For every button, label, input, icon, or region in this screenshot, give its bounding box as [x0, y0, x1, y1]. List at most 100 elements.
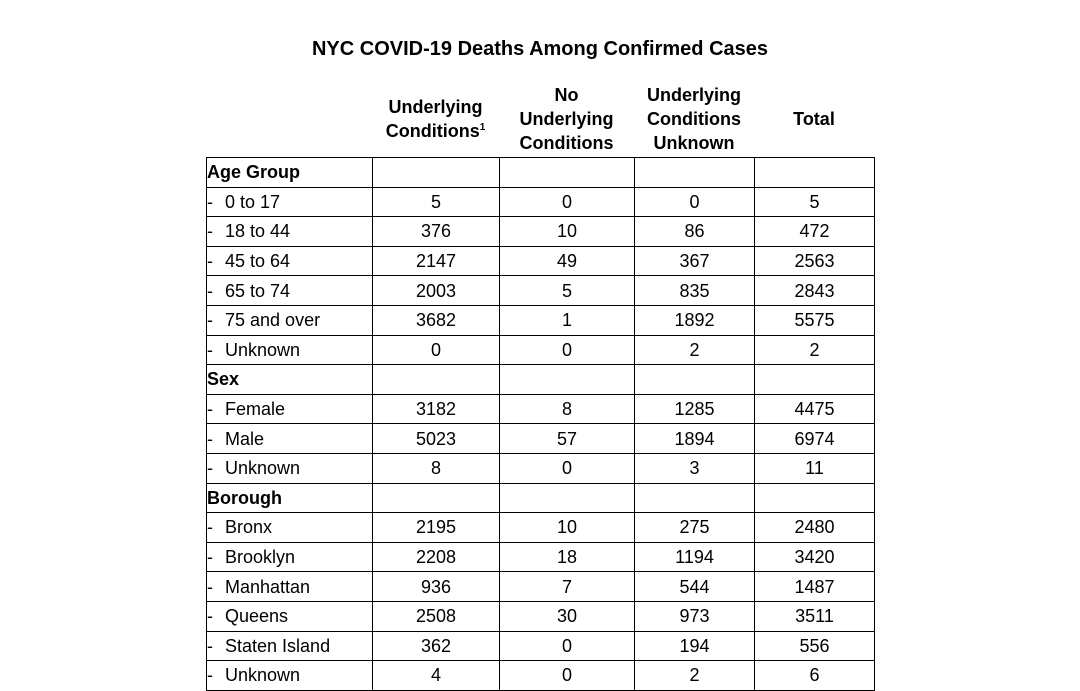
row-label-cell: - Female: [206, 393, 373, 425]
empty-cell: [499, 364, 635, 395]
table-row: - Brooklyn 2208 18 1194 3420: [206, 541, 875, 573]
value-cell: 1194: [634, 541, 755, 573]
column-header: No Underlying Conditions: [499, 82, 634, 156]
empty-cell: [754, 364, 875, 395]
column-header: Underlying Conditions1: [372, 82, 499, 156]
empty-cell: [634, 364, 755, 395]
column-header-line: Total: [793, 109, 835, 129]
empty-cell: [372, 364, 500, 395]
column-header-line: Conditions: [519, 133, 614, 153]
row-prefix: -: [207, 606, 214, 627]
row-label-cell: -65 to 74: [206, 275, 373, 306]
row-prefix: -: [207, 399, 214, 420]
value-cell: 5: [499, 275, 635, 306]
value-cell: 49: [499, 245, 635, 277]
value-cell: 2: [634, 660, 755, 691]
row-label: Staten Island: [225, 635, 331, 656]
row-label: 75 and over: [225, 310, 321, 331]
row-label: Male: [225, 428, 265, 449]
value-cell: 3511: [754, 600, 875, 632]
row-prefix: -: [207, 310, 214, 331]
empty-cell: [372, 482, 500, 514]
value-cell: 0: [499, 186, 635, 218]
value-cell: 2480: [754, 512, 875, 543]
row-prefix: -: [207, 280, 214, 301]
empty-cell: [634, 482, 755, 514]
table-row: - Unknown 4 0 2 6: [206, 660, 875, 691]
row-label-cell: - Unknown: [206, 452, 373, 484]
value-cell: 544: [634, 571, 755, 602]
value-cell: 57: [499, 423, 635, 454]
value-cell: 2508: [372, 600, 500, 632]
value-cell: 2003: [372, 275, 500, 306]
value-cell: 367: [634, 245, 755, 277]
group-header-row: Borough: [206, 482, 875, 514]
value-cell: 2: [634, 334, 755, 366]
row-prefix: -: [207, 547, 214, 568]
column-header-line: No: [554, 85, 579, 105]
value-cell: 1: [499, 304, 635, 336]
column-header-line: Unknown: [653, 133, 735, 153]
value-cell: 11: [754, 452, 875, 484]
table-row: - Male 5023 57 1894 6974: [206, 423, 875, 454]
deaths-table: Age Group -0 to 17 5 0 0 5-18 to 44 376 10 86 472…: [206, 157, 875, 691]
value-cell: 3420: [754, 541, 875, 573]
column-header-line: Underlying: [646, 85, 741, 105]
value-cell: 1892: [634, 304, 755, 336]
row-label: Queens: [225, 606, 289, 627]
row-label: 0 to 17: [225, 191, 281, 212]
column-header-line: Underlying: [519, 109, 614, 129]
table-row: -45 to 64 2147 49 367 2563: [206, 245, 875, 277]
group-label: Borough: [206, 482, 373, 514]
row-prefix: -: [207, 665, 214, 686]
row-prefix: -: [207, 251, 214, 272]
value-cell: 0: [499, 334, 635, 366]
empty-cell: [499, 157, 635, 188]
value-cell: 2: [754, 334, 875, 366]
value-cell: 0: [499, 452, 635, 484]
value-cell: 0: [372, 334, 500, 366]
row-label-cell: - Male: [206, 423, 373, 454]
column-header: Underlying Conditions Unknown: [634, 82, 754, 156]
value-cell: 0: [634, 186, 755, 218]
value-cell: 556: [754, 630, 875, 662]
value-cell: 18: [499, 541, 635, 573]
row-label-cell: -75 and over: [206, 304, 373, 336]
value-cell: 86: [634, 216, 755, 247]
row-label-cell: - Unknown: [206, 660, 373, 691]
row-label: 45 to 64: [225, 251, 291, 272]
row-label-cell: -45 to 64: [206, 245, 373, 277]
empty-cell: [499, 482, 635, 514]
row-label: Bronx: [225, 517, 273, 538]
value-cell: 10: [499, 216, 635, 247]
row-label-cell: - Manhattan: [206, 571, 373, 602]
value-cell: 835: [634, 275, 755, 306]
empty-cell: [372, 157, 500, 188]
value-cell: 7: [499, 571, 635, 602]
page-title: NYC COVID-19 Deaths Among Confirmed Case…: [311, 38, 768, 60]
value-cell: 2563: [754, 245, 875, 277]
value-cell: 2843: [754, 275, 875, 306]
value-cell: 6974: [754, 423, 875, 454]
empty-cell: [754, 157, 875, 188]
row-label-cell: -0 to 17: [206, 186, 373, 218]
table-row: - Bronx 2195 10 275 2480: [206, 512, 875, 543]
column-headers: Underlying Conditions1 No Underlying Conditi…: [372, 82, 874, 156]
value-cell: 1285: [634, 393, 755, 425]
row-prefix: -: [207, 635, 214, 656]
value-cell: 0: [499, 660, 635, 691]
row-label: Brooklyn: [225, 547, 296, 568]
row-label: Manhattan: [225, 576, 311, 597]
row-label: 18 to 44: [225, 221, 291, 242]
table-row: -18 to 44 376 10 86 472: [206, 216, 875, 247]
row-prefix: -: [207, 339, 214, 360]
value-cell: 472: [754, 216, 875, 247]
value-cell: 936: [372, 571, 500, 602]
column-header-line: Conditions: [647, 109, 741, 129]
value-cell: 6: [754, 660, 875, 691]
table-row: - Unknown 8 0 3 11: [206, 452, 875, 484]
row-prefix: -: [207, 428, 214, 449]
row-prefix: -: [207, 517, 214, 538]
value-cell: 194: [634, 630, 755, 662]
row-label: Unknown: [225, 665, 301, 686]
